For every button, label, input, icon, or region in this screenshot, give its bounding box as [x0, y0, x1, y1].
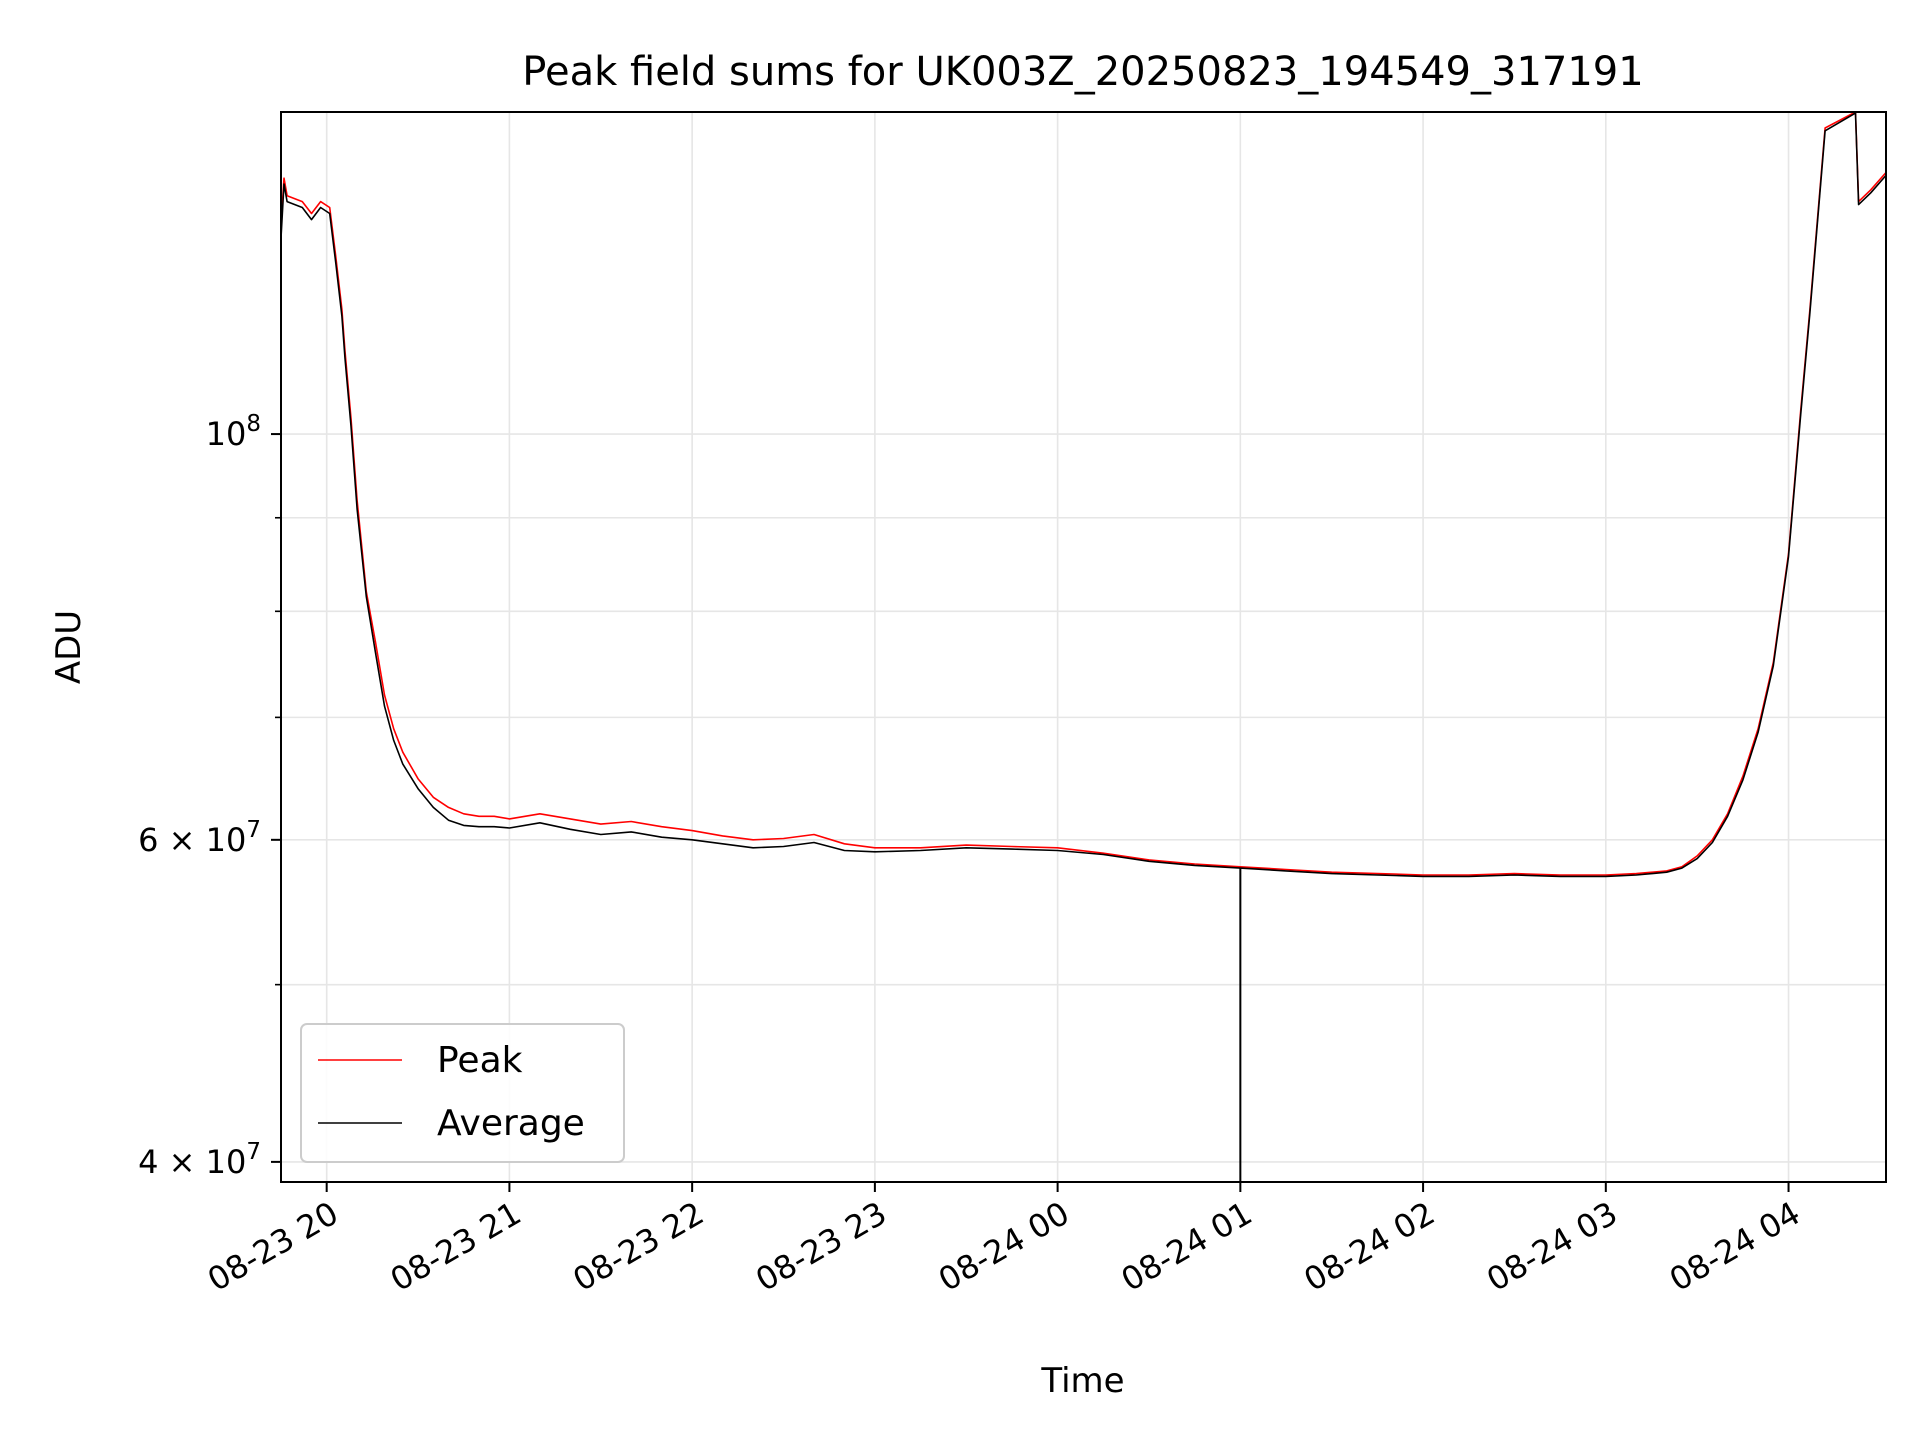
series-layer	[280, 111, 1887, 1182]
y-axis-label: ADU	[49, 610, 89, 684]
y-tick-label: 108	[206, 411, 261, 453]
x-axis-label: Time	[1040, 1361, 1124, 1401]
plot-frame	[280, 111, 1887, 1183]
y-axis: 4 × 107 6 × 107 108	[138, 411, 281, 1181]
y-tick-label: 6 × 107	[138, 817, 261, 859]
legend: Peak Average	[300, 1023, 625, 1163]
legend-label-peak: Peak	[437, 1040, 523, 1081]
chart-title: Peak field sums for UK003Z_20250823_1945…	[522, 49, 1643, 95]
y-tick-label: 4 × 107	[138, 1139, 261, 1181]
plot-area	[281, 112, 1886, 1182]
grid	[281, 112, 1886, 1182]
series-line-average	[280, 112, 1887, 878]
legend-box	[300, 1023, 625, 1163]
legend-label-average: Average	[437, 1103, 585, 1144]
